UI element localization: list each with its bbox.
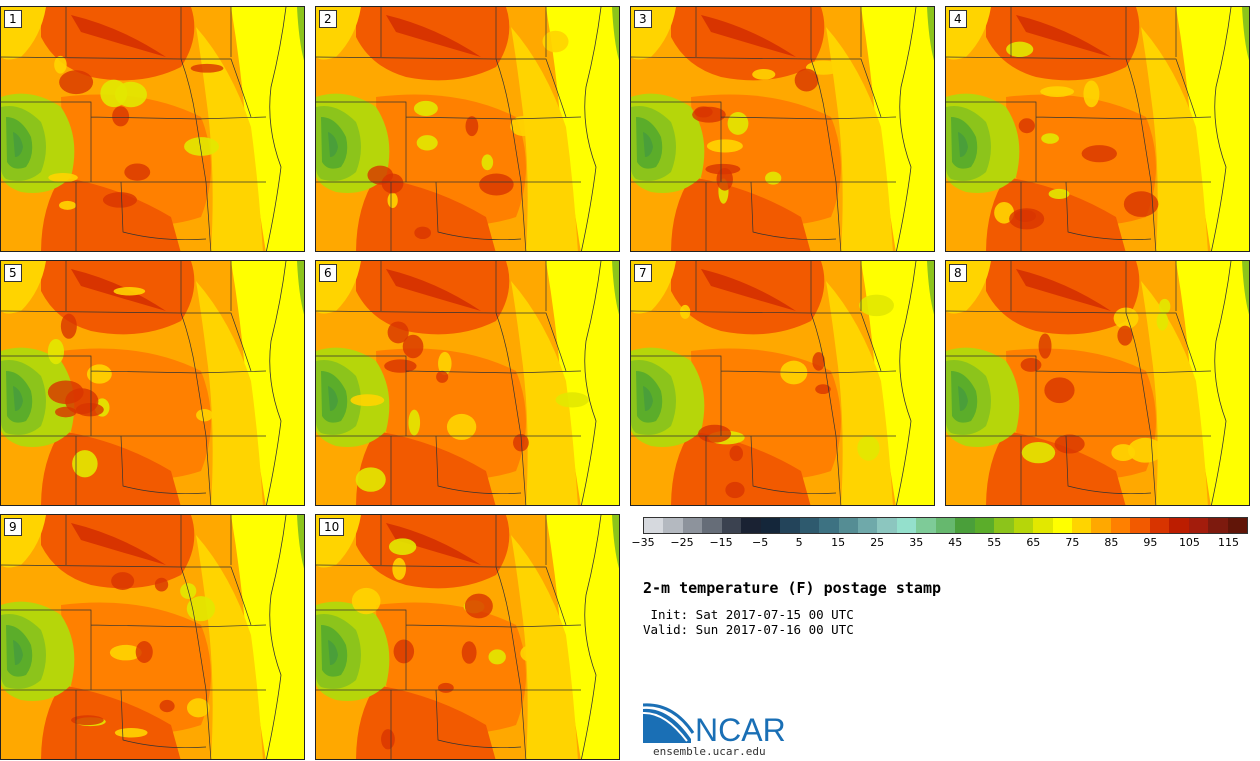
member-label: 8	[949, 264, 967, 282]
member-label: 3	[634, 10, 652, 28]
colorbar-cell	[838, 518, 858, 533]
colorbar-tick-label: 65	[1026, 536, 1041, 549]
colorbar-tick-label: 75	[1065, 536, 1080, 549]
member-label: 1	[4, 10, 22, 28]
colorbar-tick-label: 25	[870, 536, 885, 549]
temperature-map	[631, 261, 934, 505]
colorbar-tick-label: 105	[1178, 536, 1200, 549]
member-label: 2	[319, 10, 337, 28]
panel-member-4: 4	[945, 6, 1250, 252]
colorbar-tick-label: −35	[631, 536, 655, 549]
colorbar-cell	[1052, 518, 1072, 533]
colorbar-cell	[974, 518, 995, 533]
panel-member-1: 1	[0, 6, 305, 252]
valid-time: Valid: Sun 2017-07-16 00 UTC	[643, 622, 854, 637]
colorbar-tick-label: 115	[1217, 536, 1239, 549]
site-url: ensemble.ucar.edu	[653, 745, 766, 758]
panel-member-2: 2	[315, 6, 620, 252]
colorbar-cell	[799, 518, 820, 533]
temperature-map	[946, 7, 1249, 251]
member-label: 7	[634, 264, 652, 282]
temperature-map	[316, 261, 619, 505]
ncar-logo-icon: NCAR	[642, 703, 786, 748]
colorbar-cell	[663, 518, 683, 533]
colorbar-cell	[644, 518, 664, 533]
colorbar-tick-label: 45	[948, 536, 963, 549]
member-label: 9	[4, 518, 22, 536]
colorbar-tick-label: 95	[1143, 536, 1158, 549]
colorbar-cell	[877, 518, 897, 533]
colorbar-tick-label: −25	[670, 536, 694, 549]
temperature-map	[631, 7, 934, 251]
colorbar-cell	[1013, 518, 1034, 533]
panel-member-3: 3	[630, 6, 935, 252]
panel-member-9: 9	[0, 514, 305, 760]
colorbar-cell	[1033, 518, 1053, 533]
panel-member-6: 6	[315, 260, 620, 506]
panel-member-10: 10	[315, 514, 620, 760]
member-label: 6	[319, 264, 337, 282]
temperature-map	[1, 7, 304, 251]
ncar-logo-text: NCAR	[695, 712, 786, 745]
colorbar-tick-label: 5	[795, 536, 803, 549]
colorbar-cell	[896, 518, 917, 533]
member-label: 10	[319, 518, 345, 536]
panel-member-8: 8	[945, 260, 1250, 506]
colorbar-tick-label: −15	[709, 536, 733, 549]
colorbar-cell	[1169, 518, 1189, 533]
colorbar-cell	[702, 518, 722, 533]
colorbar-cell	[760, 518, 781, 533]
colorbar-cell	[935, 518, 956, 533]
colorbar-tick-label: 35	[909, 536, 924, 549]
colorbar-cell	[994, 518, 1014, 533]
colorbar-tick-label: 15	[831, 536, 846, 549]
colorbar-tick-labels: −35 −25 −15 −5 5 15 25 35 45 55 65 75 85 95 105 115	[631, 536, 1248, 552]
temperature-map	[316, 515, 619, 759]
init-time: Init: Sat 2017-07-15 00 UTC	[643, 607, 854, 622]
colorbar-cell	[955, 518, 975, 533]
colorbar-cell	[1149, 518, 1170, 533]
ncar-logo: NCAR	[642, 703, 803, 759]
member-label: 5	[4, 264, 22, 282]
colorbar-cell	[1188, 518, 1209, 533]
temperature-map	[1, 261, 304, 505]
colorbar-cell	[857, 518, 878, 533]
colorbar-cell	[1130, 518, 1150, 533]
colorbar-cell	[721, 518, 742, 533]
temperature-map	[316, 7, 619, 251]
panel-member-7: 7	[630, 260, 935, 506]
colorbar-cell	[1091, 518, 1111, 533]
temperature-map	[1, 515, 304, 759]
colorbar-cell	[1071, 518, 1092, 533]
temperature-colorbar	[643, 517, 1248, 534]
colorbar-cell	[819, 518, 839, 533]
colorbar-tick-label: 55	[987, 536, 1002, 549]
temperature-map	[946, 261, 1249, 505]
colorbar-cell	[682, 518, 703, 533]
colorbar-cell	[1227, 518, 1248, 533]
colorbar-tick-label: −5	[751, 536, 769, 549]
colorbar-tick-label: 85	[1104, 536, 1119, 549]
member-label: 4	[949, 10, 967, 28]
colorbar-cell	[1208, 518, 1228, 533]
colorbar-cell	[1110, 518, 1131, 533]
plot-title: 2-m temperature (F) postage stamp	[643, 579, 942, 597]
colorbar-cell	[780, 518, 800, 533]
colorbar-cell	[916, 518, 936, 533]
colorbar-cell	[741, 518, 761, 533]
panel-member-5: 5	[0, 260, 305, 506]
